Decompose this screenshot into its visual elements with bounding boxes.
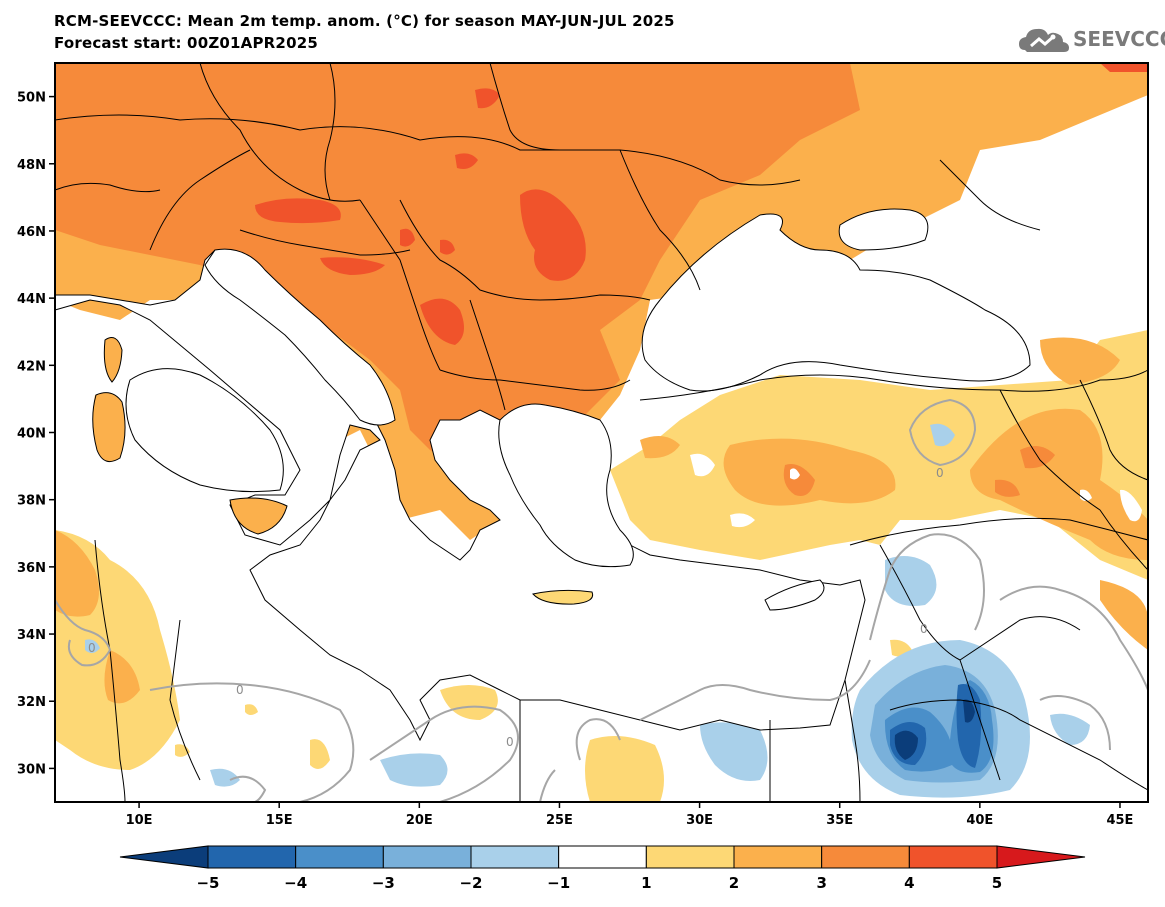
y-tick-label: 32N: [17, 695, 46, 710]
mediterranean-sea: [54, 249, 866, 742]
forecast-start-label: Forecast start: 00Z01APR2025: [54, 34, 318, 52]
colorbar-segment: [821, 845, 910, 869]
anomaly-white-spots: [690, 453, 1142, 528]
y-tick-label: 40N: [17, 427, 46, 442]
y-tick-label: 36N: [17, 561, 46, 576]
colorbar-label: −1: [547, 874, 570, 892]
colorbar-segment: [908, 845, 998, 869]
y-tick-label: 48N: [17, 158, 46, 173]
contour-label: 0: [506, 735, 514, 749]
colorbar-segment: [207, 845, 297, 869]
contour-label: 0: [88, 641, 96, 655]
colorbar-segment: [733, 845, 823, 869]
island-cyprus: [764, 579, 825, 611]
anomaly-4-5-spots: [255, 63, 1148, 345]
colorbar-segment: [382, 845, 472, 869]
contour-label: 0: [936, 466, 944, 480]
y-tick-label: 42N: [17, 359, 46, 374]
colorbar-label: −2: [459, 874, 482, 892]
anomaly-3-4-main: [55, 63, 860, 470]
island-crete: [532, 589, 594, 605]
x-tick-label: 35E: [826, 813, 853, 828]
aegean-sea: [498, 403, 634, 568]
cloud-logo-icon: [1019, 28, 1069, 52]
colorbar-label: 4: [904, 874, 914, 892]
logo-text: SEEVCCC: [1073, 27, 1165, 51]
colorbar-max-arrow: [996, 845, 1086, 869]
islands: [92, 337, 825, 611]
y-axis: 50N 48N 46N 44N 42N 40N 38N 36N 34N 32N 30N: [17, 91, 55, 777]
contour-label: 0: [920, 622, 928, 636]
colorbar-label: 3: [816, 874, 826, 892]
colorbar: −5 −4 −3 −2 −1 1 2 3 4 5: [119, 845, 1086, 892]
anomaly-1-2-north: [55, 63, 1148, 580]
island-corsica: [103, 337, 123, 383]
colorbar-label: 5: [992, 874, 1002, 892]
seas: [54, 208, 1031, 742]
colorbar-segment: [470, 845, 560, 869]
y-tick-label: 44N: [17, 292, 46, 307]
colorbar-segment: [295, 845, 384, 869]
borders: [54, 62, 1149, 803]
x-tick-label: 10E: [126, 813, 153, 828]
island-sardinia: [92, 392, 126, 463]
adriatic-sea: [204, 248, 396, 426]
x-axis: 10E 15E 20E 25E 30E 35E 40E 45E: [126, 802, 1133, 828]
island-sicily: [229, 497, 288, 535]
colorbar-label: 2: [729, 874, 739, 892]
black-sea: [641, 213, 1031, 392]
anomaly-2-3-africa: [55, 530, 140, 704]
colorbar-min-arrow: [119, 845, 209, 869]
y-tick-label: 38N: [17, 494, 46, 509]
x-tick-label: 40E: [966, 813, 993, 828]
x-tick-label: 15E: [266, 813, 293, 828]
x-tick-label: 30E: [686, 813, 713, 828]
colorbar-label: 1: [641, 874, 651, 892]
y-tick-label: 50N: [17, 91, 46, 106]
x-tick-label: 25E: [546, 813, 573, 828]
y-tick-label: 30N: [17, 762, 46, 777]
colorbar-segment: [558, 845, 647, 869]
tyrrhenian-sea: [125, 368, 284, 493]
colorbar-label: −3: [372, 874, 395, 892]
y-tick-label: 34N: [17, 628, 46, 643]
zero-contours: [54, 398, 1149, 803]
y-tick-label: 46N: [17, 225, 46, 240]
zero-contour-labels: 0 0 0 0 0: [88, 466, 944, 749]
seevccc-logo: SEEVCCC: [1017, 22, 1165, 56]
x-tick-label: 45E: [1106, 813, 1133, 828]
x-tick-label: 20E: [406, 813, 433, 828]
anomaly-negative: [85, 423, 1090, 798]
anomaly-field: [55, 63, 1148, 802]
map-title: RCM-SEEVCCC: Mean 2m temp. anom. (°C) fo…: [54, 12, 675, 30]
colorbar-label: −4: [284, 874, 307, 892]
colorbar-segment: [645, 845, 735, 869]
anomaly-2-3-east: [640, 337, 1148, 650]
sea-of-azov: [838, 208, 929, 251]
contour-label: 0: [236, 683, 244, 697]
colorbar-label: −5: [196, 874, 219, 892]
